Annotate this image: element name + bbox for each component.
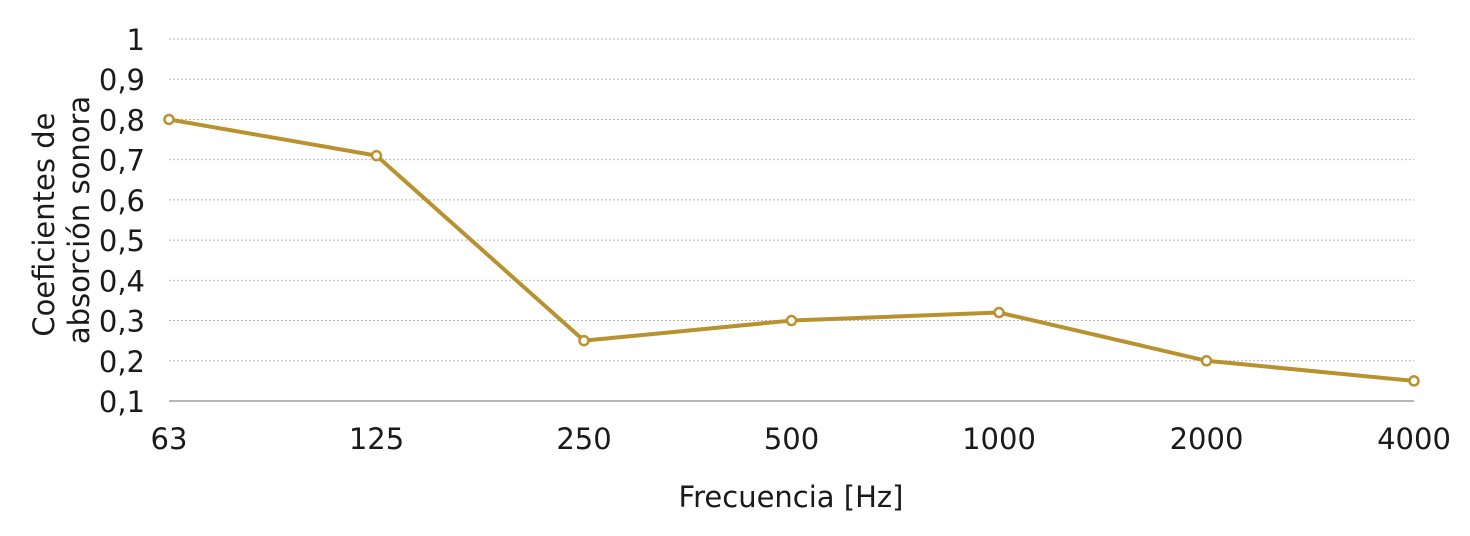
data-point (785, 314, 798, 327)
y-tick-label: 0,8 (99, 103, 145, 137)
data-point (163, 113, 175, 126)
y-axis-title-line-1: Coeficientes de (27, 113, 61, 337)
y-tick-label: 0,5 (99, 224, 145, 258)
y-tick-label: 0,7 (99, 144, 145, 178)
x-tick-label: 63 (151, 422, 188, 456)
data-point (370, 149, 383, 162)
gridlines (169, 38, 1414, 362)
x-tick-label: 2000 (1170, 422, 1244, 456)
y-tick-label: 0,9 (99, 63, 145, 97)
y-tick-label: 0,3 (99, 305, 145, 339)
x-tick-label: 125 (349, 422, 404, 456)
x-tick-label: 1000 (962, 422, 1036, 456)
y-tick-label: 0,1 (99, 385, 145, 419)
x-tick-label: 250 (556, 422, 611, 456)
y-tick-label: 0,6 (99, 184, 145, 218)
y-axis-ticks: 1 0,9 0,8 0,7 0,6 0,5 0,4 0,3 0,2 0,1 (99, 23, 145, 419)
y-axis-title-line-2: absorción sonora (62, 96, 96, 344)
series (163, 113, 1420, 387)
y-tick-label: 1 (127, 23, 145, 57)
y-tick-label: 0,4 (99, 264, 145, 298)
data-point (1200, 355, 1213, 367)
data-point (993, 306, 1005, 319)
data-point (578, 334, 590, 347)
x-tick-label: 4000 (1377, 422, 1451, 456)
x-tick-label: 500 (764, 422, 819, 456)
x-axis-ticks: 63 125 250 500 1000 2000 4000 (151, 422, 1451, 456)
series-line (167, 117, 1416, 383)
data-point (1408, 375, 1420, 387)
y-tick-label: 0,2 (99, 345, 145, 379)
x-axis-title: Frecuencia [Hz] (679, 480, 904, 514)
y-axis-title: Coeficientes de absorción sonora (27, 96, 96, 344)
